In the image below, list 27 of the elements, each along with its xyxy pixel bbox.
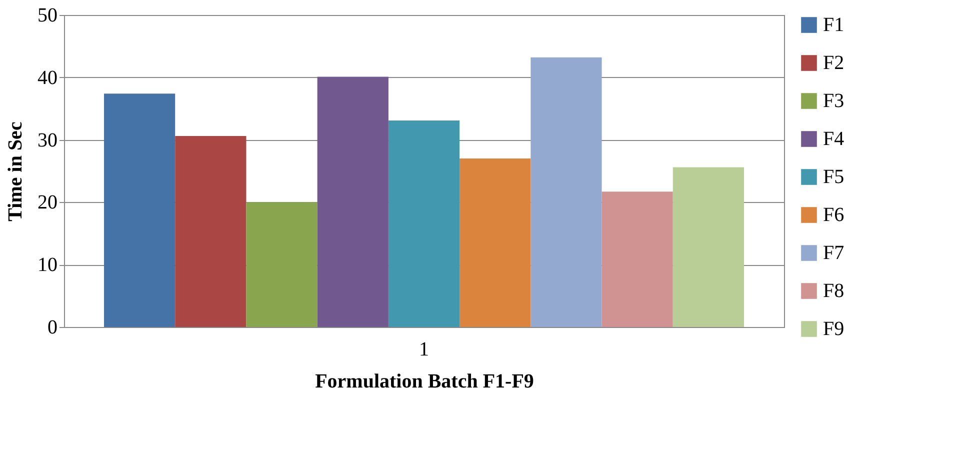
legend-label: F1 <box>823 14 844 36</box>
legend-label: F2 <box>823 52 844 74</box>
legend-label: F7 <box>823 242 844 264</box>
bar <box>602 192 673 327</box>
bar <box>460 158 531 327</box>
y-tick-label: 10 <box>38 254 58 276</box>
bar <box>175 136 246 327</box>
y-tick-label: 40 <box>38 66 58 89</box>
legend-label: F6 <box>823 204 844 226</box>
bar <box>317 76 388 327</box>
bar <box>530 57 602 327</box>
y-tick-label: 0 <box>48 316 58 338</box>
y-tick-label: 50 <box>38 4 58 26</box>
legend-label: F5 <box>823 166 844 188</box>
y-axis-title: Time in Sec <box>4 122 26 222</box>
legend-label: F4 <box>823 128 844 150</box>
x-tick-label: 1 <box>419 338 429 360</box>
legend-label: F9 <box>823 318 844 340</box>
legend-label: F8 <box>823 280 844 302</box>
bar <box>246 202 318 327</box>
legend-label: F3 <box>823 90 844 112</box>
y-tick-label: 30 <box>38 129 58 152</box>
bar <box>388 120 460 327</box>
x-axis-title: Formulation Batch F1-F9 <box>315 370 534 392</box>
y-tick-label: 20 <box>38 192 58 214</box>
bar <box>104 94 176 327</box>
bar <box>672 167 744 327</box>
